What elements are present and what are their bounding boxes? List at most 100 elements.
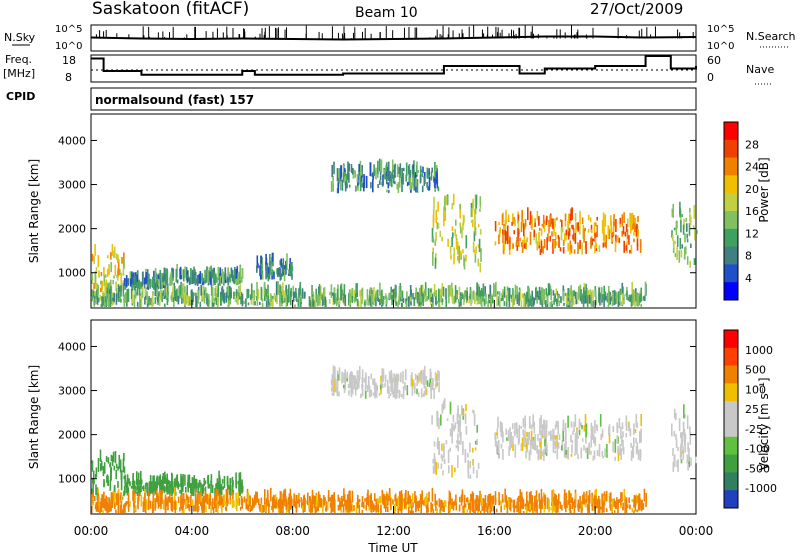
data-cell	[126, 289, 128, 302]
data-cell	[508, 287, 511, 298]
colorbar-swatch	[724, 383, 738, 402]
data-cell	[570, 244, 573, 254]
data-cell	[337, 494, 340, 502]
data-cell	[639, 450, 642, 458]
data-cell	[405, 369, 407, 380]
data-cell	[389, 375, 391, 384]
data-cell	[539, 249, 542, 255]
data-cell	[210, 474, 213, 487]
data-cell	[619, 290, 621, 303]
data-cell	[695, 230, 698, 234]
colorbar-swatch	[724, 330, 738, 349]
data-cell	[119, 292, 122, 302]
data-cell	[209, 492, 212, 506]
data-cell	[174, 286, 176, 300]
data-cell	[605, 508, 608, 512]
data-cell	[472, 447, 474, 453]
data-cell	[151, 486, 154, 495]
data-cell	[556, 217, 558, 221]
data-cell	[466, 291, 468, 301]
data-cell	[123, 466, 126, 474]
data-cell	[437, 437, 439, 450]
data-cell	[535, 291, 537, 298]
data-cell	[596, 225, 598, 236]
data-cell	[281, 263, 284, 277]
data-cell	[330, 181, 333, 192]
data-cell	[377, 160, 379, 175]
data-cell	[335, 379, 337, 393]
data-cell	[431, 228, 434, 242]
data-cell	[359, 160, 362, 174]
data-cell	[588, 442, 590, 455]
data-cell	[601, 429, 604, 438]
data-cell	[674, 253, 677, 258]
data-cell	[257, 288, 260, 299]
data-cell	[686, 233, 688, 239]
data-cell	[346, 173, 348, 187]
data-cell	[594, 489, 596, 501]
data-cell	[411, 385, 414, 389]
data-cell	[518, 428, 520, 432]
data-cell	[121, 257, 123, 264]
data-cell	[442, 504, 444, 512]
data-cell	[358, 370, 361, 382]
data-cell	[314, 294, 317, 307]
data-cell	[484, 286, 486, 297]
data-cell	[209, 272, 212, 285]
data-cell	[199, 271, 202, 284]
data-cell	[365, 504, 367, 511]
data-cell	[519, 237, 521, 242]
data-cell	[103, 501, 106, 509]
data-cell	[409, 510, 412, 513]
data-cell	[115, 281, 117, 291]
data-cell	[556, 500, 558, 506]
data-cell	[470, 290, 473, 304]
data-cell	[397, 374, 400, 382]
data-cell	[265, 300, 268, 307]
data-cell	[392, 169, 395, 173]
data-cell	[613, 501, 616, 507]
data-cell	[100, 272, 103, 277]
power-ylabel: Slant Range [km]	[27, 159, 41, 263]
data-cell	[164, 303, 166, 307]
data-cell	[327, 495, 330, 502]
data-cell	[631, 508, 634, 513]
data-cell	[185, 301, 187, 305]
data-cell	[436, 378, 439, 386]
data-cell	[375, 290, 377, 298]
data-cell	[489, 494, 492, 507]
data-cell	[498, 301, 501, 307]
data-cell	[569, 287, 571, 301]
data-cell	[138, 486, 140, 494]
data-cell	[502, 229, 504, 235]
data-cell	[538, 295, 540, 300]
data-cell	[439, 510, 441, 513]
data-cell	[174, 499, 177, 513]
data-cell	[502, 295, 505, 299]
data-cell	[529, 296, 532, 306]
data-cell	[222, 496, 224, 508]
data-cell	[112, 451, 115, 462]
data-cell	[213, 501, 216, 507]
data-cell	[556, 299, 558, 307]
data-cell	[516, 498, 519, 501]
data-cell	[93, 303, 96, 307]
data-cell	[552, 489, 555, 502]
data-cell	[91, 253, 94, 262]
data-cell	[426, 187, 429, 190]
data-cell	[158, 297, 161, 307]
data-cell	[112, 297, 114, 301]
data-cell	[103, 491, 105, 505]
data-cell	[546, 296, 549, 304]
data-cell	[565, 450, 567, 455]
data-cell	[96, 290, 98, 296]
data-cell	[290, 495, 292, 509]
data-cell	[346, 494, 349, 509]
data-cell	[571, 304, 573, 307]
data-cell	[124, 476, 127, 487]
data-cell	[367, 298, 369, 306]
data-cell	[239, 490, 241, 497]
data-cell	[137, 472, 140, 485]
data-cell	[350, 371, 353, 379]
data-cell	[357, 181, 359, 191]
